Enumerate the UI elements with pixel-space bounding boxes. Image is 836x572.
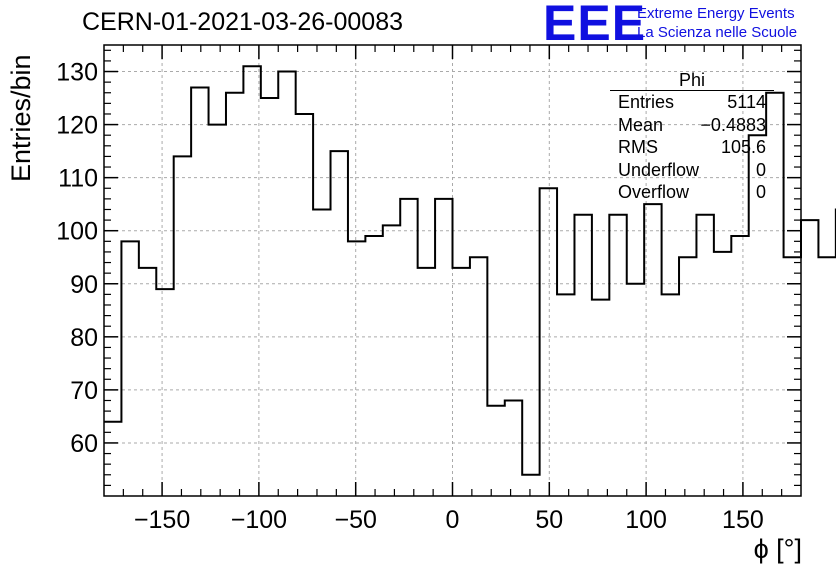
y-tick-label: 90 xyxy=(70,271,98,299)
y-tick-label: 70 xyxy=(70,377,98,405)
stats-label: Entries xyxy=(618,92,675,112)
stats-label: RMS xyxy=(618,137,658,157)
stats-value: 0 xyxy=(755,159,766,180)
x-tick-label: −150 xyxy=(134,506,190,534)
stats-value: 0 xyxy=(755,182,766,202)
stats-value: −0.4883 xyxy=(700,114,766,135)
stats-value: 105.6 xyxy=(720,137,766,157)
stats-row: RMS 105.6 xyxy=(610,136,774,159)
logo-line-1: Extreme Energy Events xyxy=(637,5,795,22)
x-tick-label: 50 xyxy=(535,506,563,534)
stats-row: Overflow 0 xyxy=(610,181,774,204)
x-tick-label: −100 xyxy=(231,506,287,534)
y-tick-label: 80 xyxy=(70,324,98,352)
logo-line-2: La Scienza nelle Scuole xyxy=(637,24,798,41)
stats-row: Entries 5114 xyxy=(610,91,774,114)
x-tick-label: 150 xyxy=(722,506,764,534)
y-tick-label: 100 xyxy=(56,218,98,246)
stats-box: Phi Entries 5114 Mean −0.4883 RMS 105.6 Und… xyxy=(610,70,774,204)
stats-title: Phi xyxy=(610,70,774,91)
y-tick-label: 60 xyxy=(70,430,98,458)
stats-label: Overflow xyxy=(618,182,690,202)
x-axis-label: ϕ [°] xyxy=(753,534,802,564)
tick-labels: −150 −100 −50 0 50 100 150 60 70 80 90 100 110 120 130 xyxy=(56,59,763,534)
x-tick-label: 0 xyxy=(446,506,460,534)
y-tick-label: 110 xyxy=(58,165,98,193)
eee-logo: EEE xyxy=(543,0,647,51)
stats-label: Underflow xyxy=(618,159,700,180)
histogram-line xyxy=(104,65,836,476)
logo-caption: Extreme Energy Events La Scienza nelle S… xyxy=(637,4,797,42)
y-tick-label: 130 xyxy=(56,59,98,87)
x-tick-label: 100 xyxy=(625,506,667,534)
stats-row: Mean −0.4883 xyxy=(610,114,774,137)
stats-label: Mean xyxy=(618,114,664,135)
chart-title: CERN-01-2021-03-26-00083 xyxy=(82,8,404,36)
x-tick-label: −50 xyxy=(334,506,376,534)
stats-row: Underflow 0 xyxy=(610,159,774,182)
axis-ticks xyxy=(104,45,801,496)
y-tick-label: 120 xyxy=(56,112,98,140)
stats-value: 5114 xyxy=(727,92,766,112)
y-axis-label: Entries/bin xyxy=(6,54,36,182)
